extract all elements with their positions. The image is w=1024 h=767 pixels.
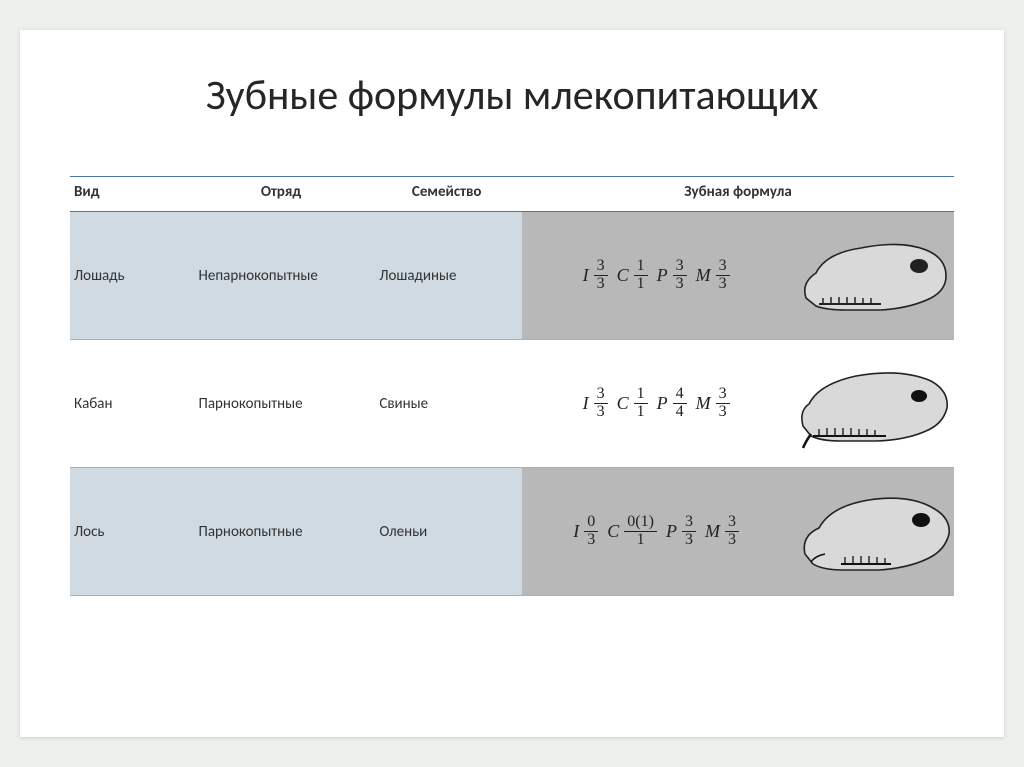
cell-family: Лошадиные [371,212,522,340]
col-family: Семейство [371,177,522,212]
cell-family: Свиные [371,340,522,468]
cell-formula: I03 C0(1)1 P33 M33 [522,468,783,596]
cell-order: Парнокопытные [191,340,372,468]
col-species: Вид [70,177,191,212]
cell-species: Кабан [70,340,191,468]
cell-order: Парнокопытные [191,468,372,596]
cell-formula: I33 C11 P33 M33 [522,212,783,340]
cell-species: Лось [70,468,191,596]
cell-family: Оленьи [371,468,522,596]
cell-skull [783,468,954,596]
col-formula: Зубная формула [522,177,954,212]
dental-formula-table: Вид Отряд Семейство Зубная формула Лошад… [70,176,954,596]
page-title: Зубные формулы млекопитающих [70,70,954,121]
table-row: КабанПарнокопытныеСвиные I33 C11 P44 M33 [70,340,954,468]
cell-skull [783,340,954,468]
table-header-row: Вид Отряд Семейство Зубная формула [70,177,954,212]
table-row: ЛосьПарнокопытныеОленьи I03 C0(1)1 P33 M… [70,468,954,596]
cell-order: Непарнокопытные [191,212,372,340]
cell-skull [783,212,954,340]
table-row: ЛошадьНепарнокопытныеЛошадиные I33 C11 P… [70,212,954,340]
slide: Зубные формулы млекопитающих Вид Отряд С… [20,30,1004,737]
cell-species: Лошадь [70,212,191,340]
col-order: Отряд [191,177,372,212]
cell-formula: I33 C11 P44 M33 [522,340,783,468]
